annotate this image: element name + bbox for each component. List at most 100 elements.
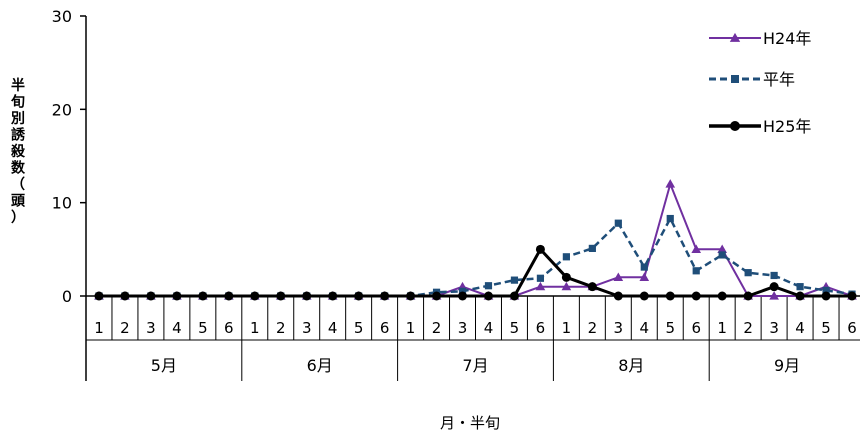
data-point [795,291,805,301]
data-point [509,291,519,301]
data-point [743,291,753,301]
x-tick-label-period: 3 [458,319,468,337]
data-point [535,281,546,291]
x-tick-label-month: 8月 [618,356,644,375]
legend-swatch-marker [729,32,741,42]
data-point [691,244,702,253]
data-point [744,269,752,277]
data-point [769,282,779,292]
x-tick-label-period: 6 [847,319,857,337]
series-line [99,183,853,297]
y-tick-label: 30 [52,7,72,26]
data-point [847,291,857,301]
data-point [458,287,467,295]
data-point [692,267,700,275]
x-tick-label-month: 6月 [307,356,333,375]
x-tick-label-period: 1 [250,319,260,337]
data-point [665,179,676,188]
data-point [224,291,234,301]
data-point [770,271,778,280]
data-point [613,272,624,281]
data-point [691,291,701,301]
x-tick-label-period: 1 [406,319,416,337]
x-tick-label-period: 6 [691,319,701,337]
data-point [535,244,545,254]
x-tick-label-period: 6 [380,319,390,337]
x-tick-label-period: 4 [640,319,650,337]
data-point [198,291,208,301]
x-tick-label-period: 1 [94,319,104,337]
data-point [613,291,623,301]
x-tick-label-period: 5 [510,319,520,337]
data-point [328,291,338,301]
x-tick-label-period: 4 [484,319,494,337]
data-point [302,291,312,301]
data-point [639,272,650,281]
y-axis-label: 半旬別誘殺数（頭） [10,77,26,226]
x-tick-label-period: 2 [432,319,442,337]
legend-swatch-marker [730,121,740,131]
data-point [510,276,519,284]
data-point [822,286,830,294]
legend-label: H25年 [763,117,811,136]
series-1 [94,179,857,300]
data-point [120,291,130,301]
x-tick-label-month: 7月 [462,356,488,375]
x-tick-label-period: 5 [665,319,675,337]
y-tick-label: 10 [52,194,72,213]
x-tick-label-period: 2 [588,319,598,337]
data-point [561,272,571,282]
legend-label: 平年 [763,70,795,89]
data-point [562,253,570,261]
series-2 [95,214,856,300]
data-point [483,291,493,301]
x-tick-label-period: 4 [328,319,338,337]
data-point [406,291,416,301]
data-point [354,291,364,301]
data-point [250,291,260,301]
x-tick-label-period: 1 [717,319,727,337]
x-tick-label-period: 3 [614,319,624,337]
data-point [588,244,596,252]
data-point [639,291,649,301]
data-point [146,291,156,301]
data-point [561,281,572,291]
data-point [718,251,726,259]
data-point [380,291,390,301]
y-tick-label: 20 [52,100,72,119]
legend-label: H24年 [763,29,811,48]
data-point [666,214,674,223]
x-tick-label-period: 2 [120,319,130,337]
data-point [484,282,493,290]
data-point [796,283,804,291]
data-point [821,291,831,301]
data-point [276,291,286,301]
y-tick-label: 0 [62,287,72,306]
x-tick-label-month: 5月 [151,356,177,375]
x-tick-label-period: 3 [302,319,312,337]
x-tick-label-period: 3 [769,319,779,337]
x-tick-label-month: 9月 [774,356,800,375]
x-tick-label-period: 5 [354,319,364,337]
data-point [614,219,622,227]
data-point [769,291,779,300]
x-tick-label-period: 6 [224,319,234,337]
x-tick-label-period: 3 [146,319,156,337]
x-tick-label-period: 4 [172,319,182,337]
x-tick-label-period: 2 [276,319,286,337]
data-point [717,291,727,301]
data-point [94,291,104,301]
data-point [640,263,648,271]
series-line [99,217,853,298]
data-point [587,282,597,292]
x-axis-label: 月・半旬 [440,414,500,432]
data-point [536,274,545,282]
data-point [172,291,182,301]
x-tick-label-period: 1 [562,319,572,337]
data-point [458,291,468,301]
data-point [717,244,728,253]
legend-swatch-marker [731,75,739,83]
x-tick-label-period: 5 [821,319,831,337]
x-tick-label-period: 2 [743,319,753,337]
